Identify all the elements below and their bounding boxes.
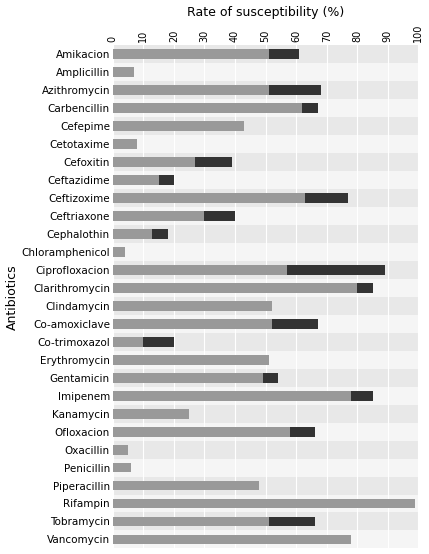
Bar: [113, 67, 134, 77]
Bar: [113, 391, 351, 401]
Bar: [159, 175, 174, 185]
Bar: [113, 153, 418, 171]
Bar: [113, 85, 269, 95]
Bar: [113, 121, 244, 131]
Bar: [113, 283, 357, 293]
Bar: [113, 189, 418, 207]
Bar: [113, 63, 418, 81]
Bar: [113, 512, 418, 531]
Bar: [113, 531, 418, 548]
Bar: [113, 440, 418, 459]
Bar: [113, 368, 418, 387]
Bar: [113, 45, 418, 63]
Bar: [143, 337, 174, 347]
Bar: [357, 283, 373, 293]
Bar: [113, 139, 137, 149]
Bar: [113, 243, 418, 261]
Bar: [113, 49, 269, 59]
Bar: [113, 423, 418, 440]
Bar: [113, 427, 290, 437]
Bar: [152, 229, 168, 239]
Bar: [113, 265, 287, 275]
Title: Rate of susceptibility (%): Rate of susceptibility (%): [187, 6, 344, 18]
Bar: [113, 495, 418, 512]
Bar: [113, 516, 269, 526]
Bar: [113, 499, 415, 509]
Bar: [113, 337, 143, 347]
Bar: [113, 315, 418, 333]
Bar: [113, 157, 195, 167]
Bar: [113, 409, 189, 419]
Bar: [113, 333, 418, 351]
Bar: [113, 351, 418, 368]
Bar: [113, 225, 418, 243]
Bar: [113, 193, 305, 203]
Bar: [113, 117, 418, 135]
Bar: [113, 387, 418, 404]
Bar: [113, 476, 418, 495]
Bar: [113, 135, 418, 153]
Bar: [269, 49, 299, 59]
Bar: [113, 207, 418, 225]
Bar: [287, 265, 385, 275]
Bar: [272, 319, 317, 329]
Bar: [205, 211, 235, 221]
Bar: [113, 103, 302, 113]
Bar: [269, 516, 314, 526]
Bar: [113, 463, 131, 473]
Bar: [113, 319, 272, 329]
Bar: [113, 445, 128, 454]
Bar: [305, 193, 348, 203]
Bar: [113, 373, 263, 383]
Bar: [263, 373, 278, 383]
Bar: [195, 157, 232, 167]
Bar: [113, 99, 418, 117]
Bar: [302, 103, 317, 113]
Bar: [113, 404, 418, 423]
Bar: [113, 171, 418, 189]
Bar: [113, 480, 260, 490]
Bar: [351, 391, 373, 401]
Bar: [290, 427, 314, 437]
Y-axis label: Antibiotics: Antibiotics: [6, 264, 18, 330]
Bar: [113, 175, 159, 185]
Bar: [113, 355, 269, 365]
Bar: [113, 261, 418, 279]
Bar: [113, 535, 351, 545]
Bar: [113, 301, 272, 311]
Bar: [113, 279, 418, 297]
Bar: [269, 85, 320, 95]
Bar: [113, 247, 125, 257]
Bar: [113, 297, 418, 315]
Bar: [113, 229, 152, 239]
Bar: [113, 459, 418, 476]
Bar: [113, 211, 205, 221]
Bar: [113, 81, 418, 99]
